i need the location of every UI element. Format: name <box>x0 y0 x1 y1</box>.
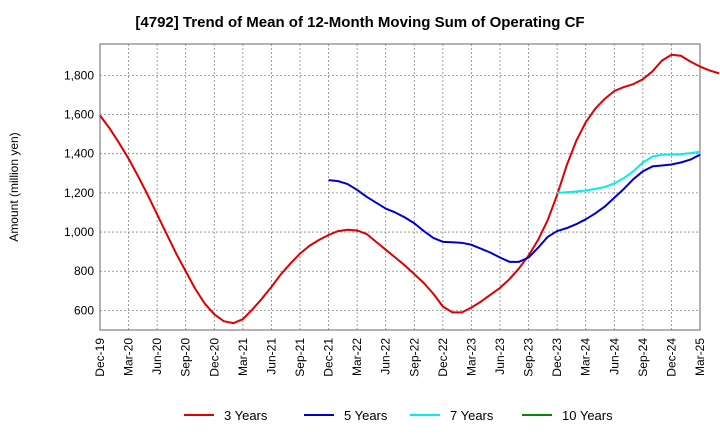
x-tick-label: Jun-20 <box>150 338 164 375</box>
x-axis-ticks: Dec-19 Mar-20 Jun-20 Sep-20 Dec-20 Mar-21 Jun-… <box>93 338 707 377</box>
legend-label: 5 Years <box>344 408 388 423</box>
legend-label: 7 Years <box>450 408 494 423</box>
x-tick-label: Mar-20 <box>122 338 136 376</box>
y-axis-ticks: 600 800 1,000 1,200 1,400 1,600 1,800 <box>64 68 94 317</box>
x-tick-label: Sep-23 <box>522 338 536 377</box>
x-tick-label: Jun-24 <box>607 338 621 375</box>
y-tick-label: 1,400 <box>64 147 94 161</box>
y-tick-label: 1,200 <box>64 186 94 200</box>
x-tick-label: Dec-19 <box>93 338 107 377</box>
y-tick-label: 800 <box>74 264 94 278</box>
series-line-3-years <box>99 53 720 325</box>
y-axis-label: Amount (million yen) <box>7 132 21 241</box>
plot-frame <box>99 43 701 331</box>
x-tick-label: Sep-21 <box>293 338 307 377</box>
x-tick-label: Dec-22 <box>436 338 450 377</box>
x-tick-label: Mar-24 <box>579 338 593 376</box>
x-tick-label: Jun-21 <box>264 338 278 375</box>
x-tick-label: Mar-23 <box>464 338 478 376</box>
legend: 3 Years 5 Years 7 Years 10 Years <box>184 408 613 423</box>
x-tick-label: Mar-25 <box>693 338 707 376</box>
gridlines <box>99 44 701 330</box>
x-tick-label: Dec-24 <box>664 338 678 377</box>
x-tick-label: Dec-23 <box>550 338 564 377</box>
x-tick-label: Jun-22 <box>379 338 393 375</box>
x-tick-label: Mar-22 <box>350 338 364 376</box>
x-tick-label: Mar-21 <box>236 338 250 376</box>
x-tick-label: Dec-21 <box>322 338 336 377</box>
chart-title: [4792] Trend of Mean of 12-Month Moving … <box>135 14 585 31</box>
x-tick-label: Sep-20 <box>179 338 193 377</box>
x-tick-label: Sep-22 <box>407 338 421 377</box>
series-line-7-years <box>557 150 701 194</box>
x-tick-label: Sep-24 <box>636 338 650 377</box>
y-tick-label: 1,000 <box>64 225 94 239</box>
x-tick-label: Jun-23 <box>493 338 507 375</box>
series-lines <box>99 53 720 325</box>
legend-label: 3 Years <box>224 408 268 423</box>
y-tick-label: 1,600 <box>64 108 94 122</box>
y-tick-label: 600 <box>74 303 94 317</box>
x-tick-label: Dec-20 <box>207 338 221 377</box>
series-line-5-years <box>328 153 701 263</box>
y-tick-label: 1,800 <box>64 68 94 82</box>
legend-label: 10 Years <box>562 408 613 423</box>
